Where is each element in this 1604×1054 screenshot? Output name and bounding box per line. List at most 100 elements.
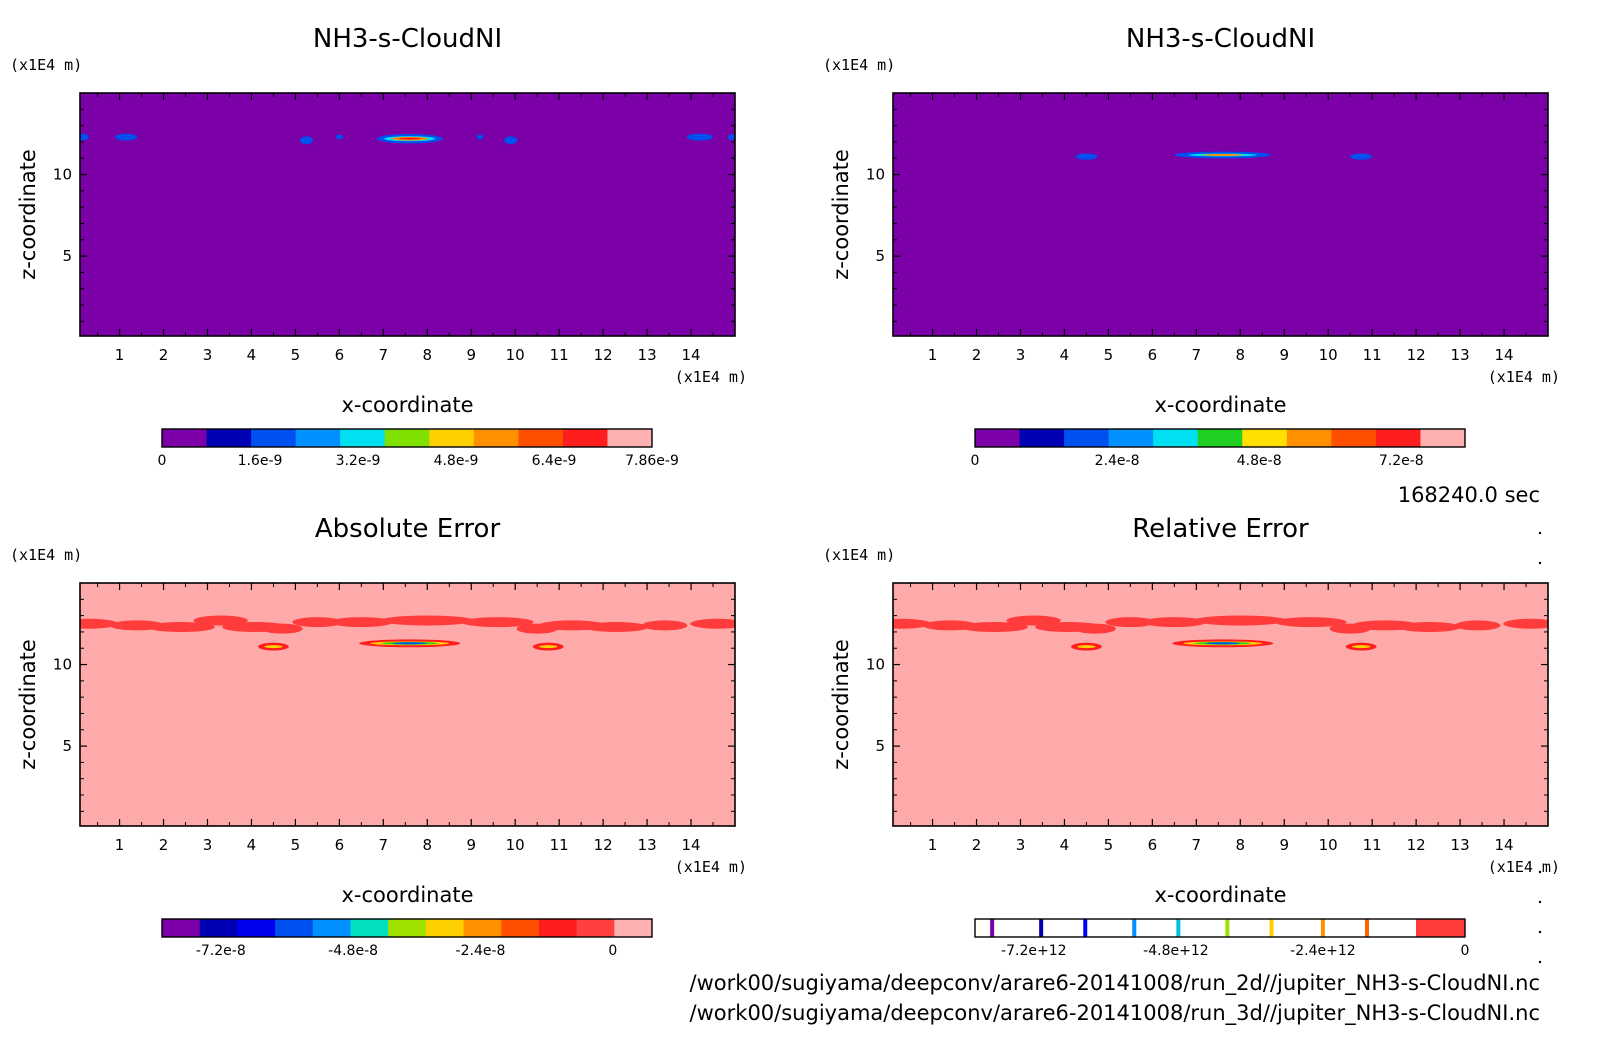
contour-band-segment (461, 617, 534, 628)
contour-band-segment (380, 615, 475, 626)
x-tick-label: 8 (1236, 346, 1246, 364)
y-axis-label: z-coordinate (16, 639, 40, 770)
colorbar-segment (1064, 429, 1110, 447)
y-tick-label: 5 (875, 247, 885, 265)
y-tick-label: 5 (875, 737, 885, 755)
colorbar-line (1039, 919, 1044, 937)
contour-band-segment (1074, 623, 1116, 634)
colorbar-segment (429, 429, 475, 447)
colorbar-tick-label: 6.4e-9 (532, 453, 577, 469)
colorbar-tick-label: -4.8e+12 (1143, 943, 1208, 959)
x-unit-label: (x1E4 m) (675, 858, 747, 876)
contour-feature (727, 133, 735, 141)
contour-band-segment (193, 615, 248, 626)
contour-feature (686, 133, 714, 141)
colorbar-segment (1286, 429, 1332, 447)
x-tick-label: 10 (1319, 836, 1338, 854)
panel-1: NH3-s-CloudNI(x1E4 m)1 2 3 4 5 6 7 8 9 10 11 12 13 14… (10, 24, 747, 469)
x-tick-label: 9 (466, 836, 476, 854)
contour-layer (1075, 151, 1373, 160)
x-tick-label: 11 (1363, 836, 1382, 854)
x-tick-label: 9 (1279, 836, 1289, 854)
colorbar-tick-label: -7.2e-8 (196, 943, 246, 959)
x-tick-label: 14 (1494, 346, 1513, 364)
colorbar-line (1083, 919, 1088, 937)
x-tick-label: 4 (1060, 836, 1070, 854)
x-tick-label: 12 (1407, 836, 1426, 854)
x-tick-label: 2 (972, 836, 982, 854)
colorbar-segment (162, 919, 201, 937)
x-tick-label: 9 (1279, 346, 1289, 364)
colorbar-segment (607, 429, 653, 447)
contour-layer (80, 133, 735, 145)
colorbar-tick-label: 4.8e-9 (434, 453, 479, 469)
contour-band-segment (1274, 617, 1347, 628)
plot-field (893, 93, 1548, 336)
x-axis-label: x-coordinate (341, 393, 473, 417)
colorbar-line (990, 919, 995, 937)
colorbar-segment (162, 429, 208, 447)
colorbar-segment (614, 919, 653, 937)
contour-band-segment (1454, 620, 1501, 631)
colorbar-segment (473, 429, 519, 447)
x-tick-label: 13 (638, 346, 657, 364)
contour-feature (392, 642, 427, 645)
colorbar: 0 1.6e-9 3.2e-9 4.8e-9 6.4e-9 7.86e-9 (158, 428, 679, 469)
x-tick-label: 11 (550, 836, 569, 854)
contour-feature (1201, 153, 1244, 156)
x-tick-label: 7 (379, 836, 389, 854)
x-unit-label: (x1E4 m) (1488, 858, 1560, 876)
x-axis-label: x-coordinate (1154, 393, 1286, 417)
colorbar-segment (340, 429, 386, 447)
colorbar-tick-label: 4.8e-8 (1237, 453, 1282, 469)
y-axis-label: z-coordinate (829, 149, 853, 280)
x-tick-label: 8 (423, 346, 433, 364)
timestamp: 168240.0 sec (1398, 483, 1540, 507)
y-axis-label: z-coordinate (16, 149, 40, 280)
colorbar: -7.2e+12 -4.8e+12 -2.4e+12 0 (974, 918, 1469, 959)
y-tick-label: 5 (62, 737, 72, 755)
x-tick-label: 3 (1016, 346, 1026, 364)
colorbar-segment (1019, 429, 1065, 447)
panel-3: Absolute Error(x1E4 m)1 2 3 4 5 6 7 8 9 10 11 12 13 1… (10, 514, 747, 959)
x-tick-label: 2 (159, 346, 169, 364)
file-path-2d: /work00/sugiyama/deepconv/arare6-2014100… (690, 971, 1540, 996)
plot-field (80, 93, 735, 336)
colorbar-segment (312, 919, 351, 937)
colorbar-tick-label: 1.6e-9 (238, 453, 283, 469)
colorbar-segment (237, 919, 276, 937)
x-axis-label: x-coordinate (341, 883, 473, 907)
y-unit-label: (x1E4 m) (823, 546, 895, 564)
x-tick-label: 6 (1148, 346, 1158, 364)
x-tick-label: 2 (159, 836, 169, 854)
x-tick-label: 13 (1451, 836, 1470, 854)
x-tick-label: 11 (550, 346, 569, 364)
contour-feature (504, 136, 518, 145)
contour-feature (299, 136, 313, 145)
contour-feature (1351, 645, 1371, 649)
contour-band-segment (641, 620, 688, 631)
x-tick-label: 14 (681, 836, 700, 854)
y-tick-label: 10 (866, 656, 885, 674)
colorbar-background (975, 919, 1465, 937)
colorbar-frame (974, 428, 1466, 448)
x-tick-label: 1 (928, 346, 938, 364)
y-unit-label: (x1E4 m) (10, 56, 82, 74)
contour-band-segment (690, 618, 735, 629)
x-tick-label: 10 (506, 346, 525, 364)
x-unit-label: (x1E4 m) (1488, 368, 1560, 386)
colorbar-segment (1420, 429, 1466, 447)
x-tick-label: 8 (423, 836, 433, 854)
colorbar-segment (251, 429, 297, 447)
colorbar-line (1320, 919, 1325, 937)
x-tick-label: 4 (247, 836, 257, 854)
x-tick-label: 10 (506, 836, 525, 854)
colorbar-tick-label: -7.2e+12 (1001, 943, 1066, 959)
colorbar-segment (1242, 429, 1288, 447)
colorbar-segment (388, 919, 427, 937)
colorbar-segment (538, 919, 578, 937)
contour-layer (893, 615, 1548, 651)
x-tick-label: 5 (1104, 346, 1114, 364)
y-unit-label: (x1E4 m) (10, 546, 82, 564)
x-tick-label: 7 (379, 346, 389, 364)
